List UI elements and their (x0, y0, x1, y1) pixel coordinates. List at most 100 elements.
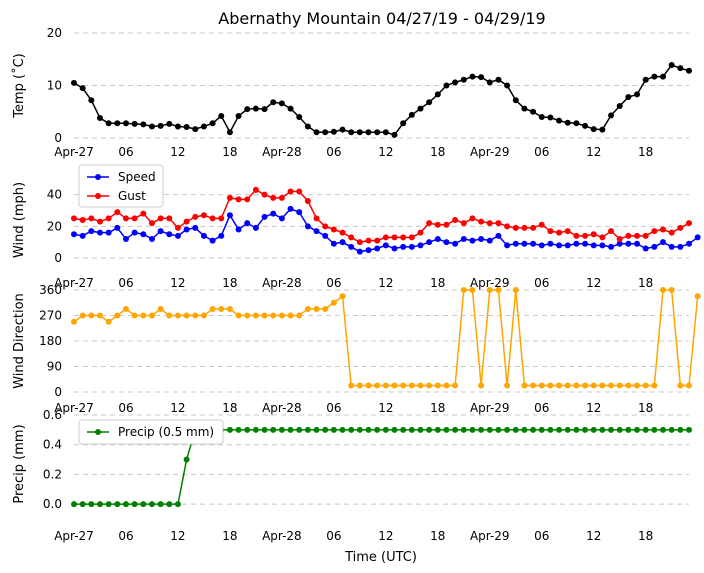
data-point (512, 224, 519, 231)
data-point (365, 237, 372, 244)
data-point (417, 382, 424, 389)
x-tick-label: 06 (534, 401, 549, 415)
y-axis-label: Precip (mm) (12, 424, 27, 503)
data-point (573, 240, 580, 247)
data-point (192, 213, 199, 220)
data-point (504, 426, 511, 433)
data-point (348, 382, 355, 389)
data-point (365, 247, 372, 254)
data-point (408, 243, 415, 250)
y-tick-label: 0.6 (43, 408, 62, 422)
x-tick-label: 06 (326, 276, 341, 290)
data-point (651, 426, 658, 433)
data-point (261, 426, 268, 433)
data-point (122, 236, 129, 242)
x-tick-label: 06 (534, 276, 549, 290)
data-point (166, 215, 173, 222)
data-point (538, 221, 545, 228)
data-point (140, 210, 147, 217)
data-point (166, 120, 173, 127)
x-tick-label: 12 (170, 276, 185, 290)
legend: Speed Gust (78, 164, 164, 208)
data-point (226, 194, 233, 201)
data-point (538, 242, 545, 249)
data-point (192, 224, 199, 231)
data-point (660, 226, 667, 233)
data-point (686, 67, 692, 74)
data-point (556, 229, 563, 236)
data-point (642, 232, 649, 239)
data-point (668, 62, 675, 69)
data-point (400, 234, 407, 241)
data-point (374, 426, 381, 433)
data-point (252, 426, 259, 433)
data-point (452, 382, 459, 389)
data-point (400, 426, 407, 433)
data-point (547, 426, 554, 433)
data-point (244, 220, 251, 227)
data-point (122, 305, 129, 312)
data-point (166, 312, 173, 319)
data-point (226, 305, 233, 312)
data-point (148, 236, 155, 242)
data-point (426, 99, 433, 106)
data-point (270, 210, 277, 217)
data-point (322, 305, 329, 312)
data-point (408, 382, 415, 389)
data-point (590, 426, 597, 433)
data-point (599, 382, 606, 389)
data-point (218, 112, 225, 119)
data-point (114, 501, 121, 508)
data-point (426, 220, 433, 227)
data-point (608, 112, 615, 119)
data-point (296, 312, 303, 319)
x-tick-label: Apr-27 (54, 401, 94, 415)
data-point (270, 312, 277, 319)
x-tick-label: 18 (222, 145, 237, 159)
x-tick-label: Apr-28 (262, 276, 302, 290)
data-point (122, 215, 129, 222)
data-point (426, 382, 433, 389)
data-point (504, 82, 511, 89)
data-point (651, 382, 658, 389)
data-point (252, 312, 259, 319)
data-point (157, 215, 164, 222)
data-point (105, 318, 112, 325)
data-point (140, 121, 147, 128)
data-point (131, 501, 138, 508)
x-tick-label: Apr-27 (54, 529, 94, 543)
data-point (686, 426, 692, 433)
data-point (651, 228, 658, 235)
x-tick-label: 12 (586, 145, 601, 159)
data-point (270, 426, 277, 433)
x-tick-label: 12 (170, 401, 185, 415)
data-point (339, 239, 346, 246)
data-point (625, 240, 632, 247)
data-point (391, 426, 398, 433)
data-point (478, 382, 485, 389)
x-tick-label: 18 (638, 529, 653, 543)
data-point (486, 220, 493, 227)
data-point (634, 240, 641, 247)
data-point (192, 126, 199, 133)
data-point (244, 196, 251, 203)
data-point (148, 312, 155, 319)
data-point (192, 312, 199, 319)
data-point (365, 426, 372, 433)
data-point (434, 221, 441, 228)
panel-wind: 0 20 40 Wind (mph) Apr-27 06 12 18 Apr-28 06 12 18 A… (12, 164, 701, 290)
data-point (608, 228, 615, 235)
x-tick-label: 12 (170, 145, 185, 159)
y-axis-label: Wind Direction (12, 293, 27, 389)
data-point (278, 194, 285, 201)
data-point (521, 382, 528, 389)
data-point (660, 426, 667, 433)
data-point (547, 228, 554, 235)
data-point (521, 105, 528, 112)
data-point (174, 232, 181, 239)
x-tick-label: Apr-27 (54, 276, 94, 290)
x-tick-label: 12 (378, 276, 393, 290)
data-point (322, 129, 329, 136)
data-point (96, 115, 103, 122)
data-point (564, 382, 571, 389)
